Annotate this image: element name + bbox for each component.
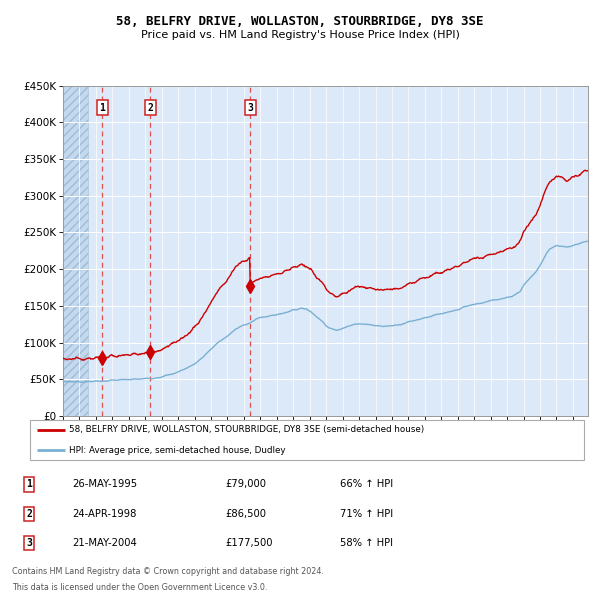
Text: Contains HM Land Registry data © Crown copyright and database right 2024.: Contains HM Land Registry data © Crown c… [12, 567, 324, 576]
Text: 58, BELFRY DRIVE, WOLLASTON, STOURBRIDGE, DY8 3SE (semi-detached house): 58, BELFRY DRIVE, WOLLASTON, STOURBRIDGE… [69, 425, 424, 434]
Text: 21-MAY-2004: 21-MAY-2004 [73, 538, 137, 548]
Text: 66% ↑ HPI: 66% ↑ HPI [340, 480, 394, 489]
Text: Price paid vs. HM Land Registry's House Price Index (HPI): Price paid vs. HM Land Registry's House … [140, 30, 460, 40]
Text: 2: 2 [26, 509, 32, 519]
Text: 58% ↑ HPI: 58% ↑ HPI [340, 538, 394, 548]
Text: HPI: Average price, semi-detached house, Dudley: HPI: Average price, semi-detached house,… [69, 445, 286, 455]
Text: £177,500: £177,500 [225, 538, 272, 548]
Text: 1: 1 [99, 103, 105, 113]
Text: £86,500: £86,500 [225, 509, 266, 519]
Text: 3: 3 [26, 538, 32, 548]
Text: 3: 3 [247, 103, 253, 113]
Text: 1: 1 [26, 480, 32, 489]
Bar [63, 86, 88, 416]
Text: 26-MAY-1995: 26-MAY-1995 [73, 480, 137, 489]
FancyBboxPatch shape [30, 420, 584, 460]
Bar [63, 86, 88, 416]
Text: 24-APR-1998: 24-APR-1998 [73, 509, 137, 519]
Text: 71% ↑ HPI: 71% ↑ HPI [340, 509, 394, 519]
Text: 58, BELFRY DRIVE, WOLLASTON, STOURBRIDGE, DY8 3SE: 58, BELFRY DRIVE, WOLLASTON, STOURBRIDGE… [116, 15, 484, 28]
Text: 2: 2 [147, 103, 153, 113]
Text: £79,000: £79,000 [225, 480, 266, 489]
Text: This data is licensed under the Open Government Licence v3.0.: This data is licensed under the Open Gov… [12, 584, 268, 590]
